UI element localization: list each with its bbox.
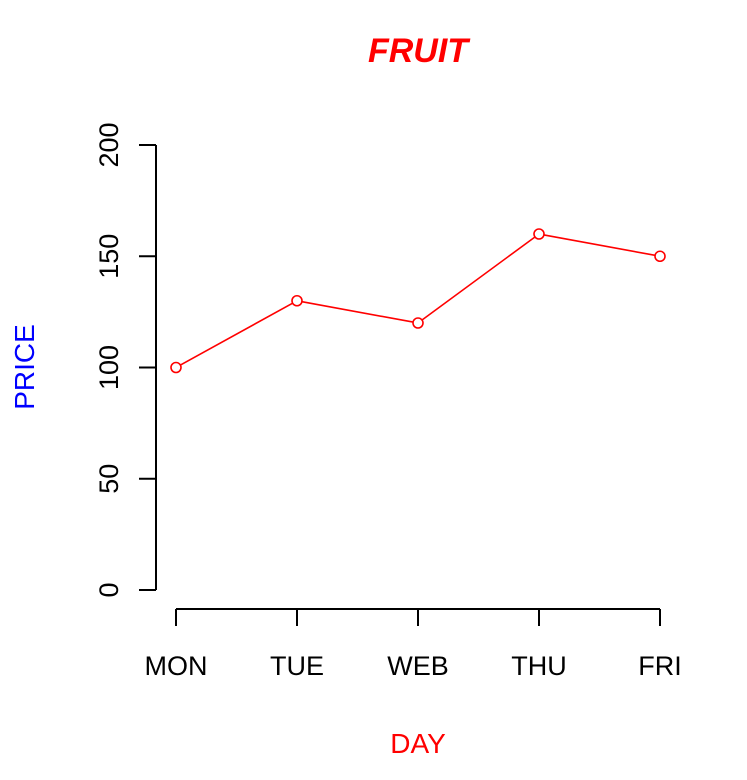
y-axis: 0 50 100 150 200 bbox=[94, 122, 157, 598]
y-axis-label: PRICE bbox=[9, 324, 40, 410]
data-point bbox=[291, 294, 303, 307]
x-tick-label: THU bbox=[511, 651, 567, 681]
x-axis: MON TUE WEB THU FRI bbox=[145, 608, 682, 681]
data-point bbox=[533, 228, 545, 240]
data-point bbox=[412, 317, 424, 329]
x-axis-label: DAY bbox=[390, 728, 446, 759]
series-layer bbox=[170, 228, 666, 374]
y-tick-label: 200 bbox=[94, 122, 124, 167]
x-tick-label: TUE bbox=[270, 651, 324, 681]
data-point bbox=[654, 250, 666, 263]
data-point bbox=[170, 361, 182, 374]
y-tick-label: 100 bbox=[94, 345, 124, 390]
chart-title: FRUIT bbox=[368, 32, 471, 70]
y-tick-label: 150 bbox=[94, 234, 124, 279]
x-tick-label: MON bbox=[145, 651, 208, 681]
series-line bbox=[179, 234, 656, 366]
x-tick-label: WEB bbox=[387, 651, 449, 681]
x-tick-label: FRI bbox=[638, 651, 682, 681]
y-tick-label: 0 bbox=[94, 582, 124, 597]
y-tick-label: 50 bbox=[94, 464, 124, 494]
